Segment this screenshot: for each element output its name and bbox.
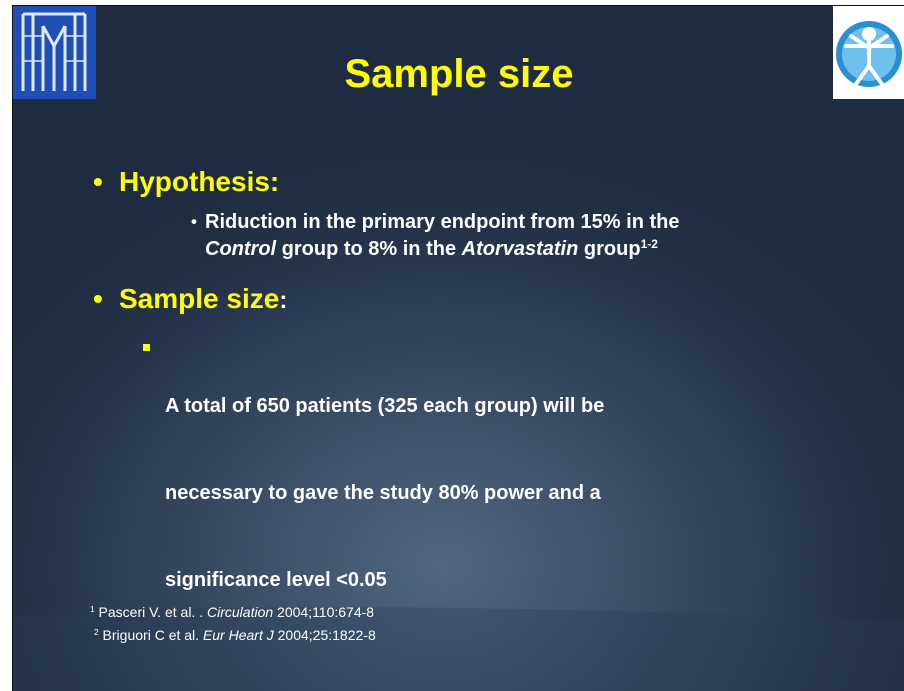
text: Pasceri V. et al. . <box>94 604 207 620</box>
text-line: Riduction in the primary endpoint from 1… <box>205 211 680 233</box>
italic-text: Control <box>205 238 277 260</box>
decoration <box>13 6 904 691</box>
italic-text: Eur Heart J <box>202 627 274 643</box>
italic-text: Atorvastatin <box>461 238 579 260</box>
left-logo <box>13 6 96 99</box>
footnote-number: 1 <box>90 603 95 614</box>
heading: Hypothesis: <box>119 166 280 197</box>
footnote: 2 Briguori C et al. Eur Heart J 2004;25:… <box>94 627 376 643</box>
text-line: significance level <0.05 <box>165 569 387 591</box>
bullet: • <box>93 283 103 314</box>
right-logo <box>833 6 904 99</box>
sub-bullet: • <box>191 212 197 231</box>
heading-text: Sample size <box>119 283 280 314</box>
bottom-wave <box>13 607 904 691</box>
heading: Sample size: <box>119 283 287 315</box>
text: 2004;25:1822-8 <box>273 627 376 643</box>
text-block: A total of 650 patients (325 each group)… <box>165 334 604 653</box>
square-bullet <box>143 344 150 351</box>
text-line: A total of 650 patients (325 each group)… <box>165 395 605 417</box>
text: group <box>578 238 641 260</box>
slide-title: Sample size <box>344 52 574 96</box>
text-line: Control group to 8% in the Atorvastatin … <box>205 236 658 262</box>
text-line: necessary to gave the study 80% power an… <box>165 482 601 504</box>
italic-text: Circulation <box>207 604 274 620</box>
text: 2004;110:674-8 <box>273 604 375 620</box>
superscript: 1-2 <box>640 236 658 251</box>
footnote-number: 2 <box>94 626 99 637</box>
footnote: 1 Pasceri V. et al. . Circulation 2004;1… <box>90 604 374 620</box>
colon: : <box>279 287 288 314</box>
text: group to 8% in the <box>276 238 462 260</box>
text: Briguori C et al. <box>98 627 203 643</box>
slide: Sample size • Hypothesis: • Riduction in… <box>12 5 904 691</box>
bullet: • <box>93 166 103 197</box>
